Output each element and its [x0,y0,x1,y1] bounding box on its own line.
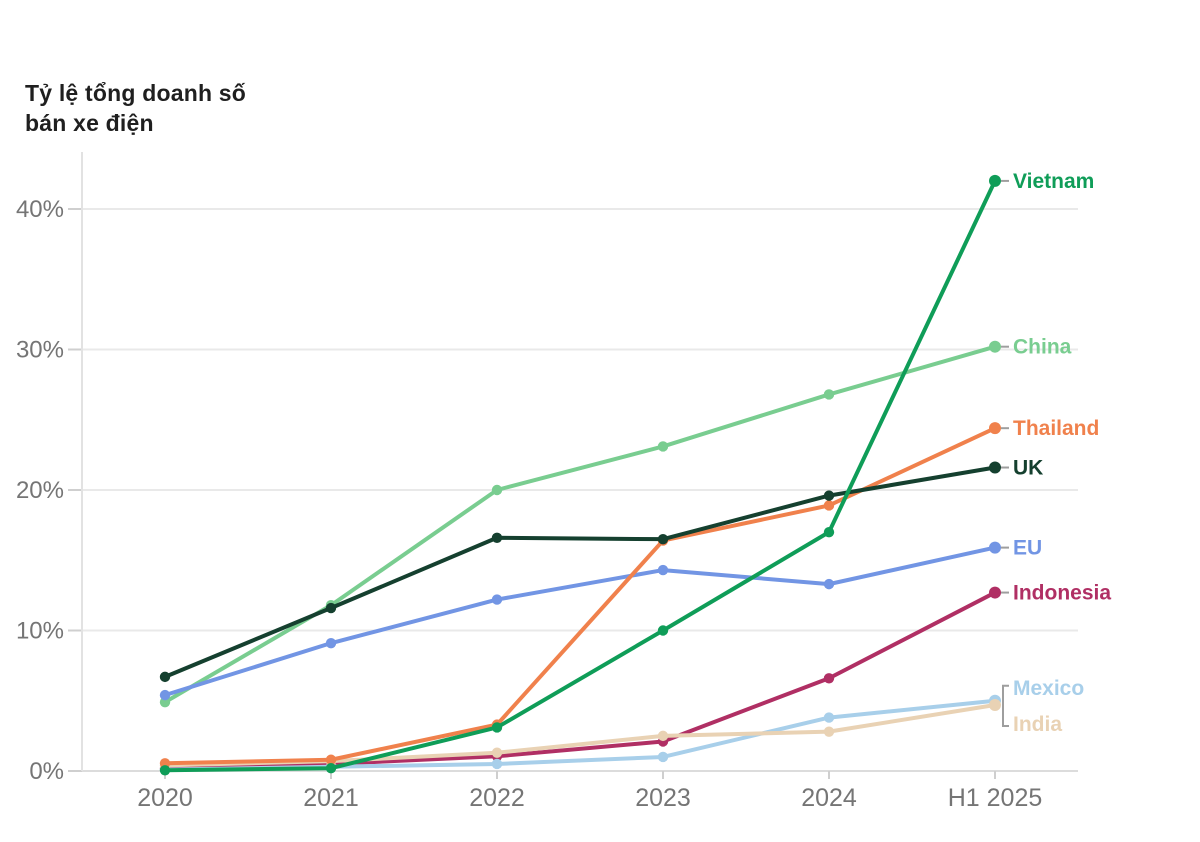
data-point-thailand [989,422,1001,435]
chart-title-line-2: bán xe điện [25,110,154,136]
label-bracket [1002,684,1009,727]
y-axis-label: 20% [16,477,64,504]
data-point-uk [989,461,1001,474]
y-axis-label: 30% [16,337,64,364]
data-point-china [989,340,1001,353]
data-point-india [989,698,1001,711]
data-point-china [491,484,503,496]
chart-title-line-1: Tỷ lệ tổng doanh số [25,80,247,106]
x-axis-label: 2022 [469,784,525,812]
data-point-china [657,441,669,452]
y-axis-label: 0% [29,758,64,785]
series-line-china [163,344,997,705]
series-label-thailand: Thailand [1013,417,1099,440]
data-point-eu [159,689,171,701]
series-label-india: India [1013,713,1062,736]
data-point-india [823,726,835,737]
data-point-thailand [823,500,835,511]
data-point-uk [159,671,171,683]
data-point-eu [657,564,669,576]
data-point-vietnam [989,174,1001,187]
data-point-mexico [657,751,669,763]
series-label-vietnam: Vietnam [1013,170,1094,193]
data-point-vietnam [325,762,337,774]
data-point-eu [989,541,1001,554]
data-point-eu [325,637,337,649]
data-point-indonesia [823,673,835,684]
y-axis-label: 40% [16,196,64,223]
chart-title: Tỷ lệ tổng doanh số bán xe điện [25,78,246,138]
data-point-china [823,389,835,400]
data-point-india [491,747,503,758]
data-point-uk [491,532,503,543]
series-label-mexico: Mexico [1013,677,1084,700]
data-point-uk [325,602,337,614]
x-axis-label: H1 2025 [948,784,1043,812]
y-axis-label: 10% [16,618,64,645]
data-point-uk [823,490,835,501]
x-axis-label: 2020 [137,784,193,812]
data-point-vietnam [823,526,835,538]
series-label-uk: UK [1013,457,1043,480]
series-line-indonesia [163,590,997,771]
data-point-india [657,730,669,742]
x-axis-label: 2024 [801,784,857,812]
series-label-eu: EU [1013,537,1042,560]
data-point-eu [823,578,835,590]
data-point-thailand [325,754,337,765]
data-point-mexico [491,758,503,770]
data-point-uk [657,533,669,545]
data-point-indonesia [989,586,1001,599]
data-point-vietnam [657,625,669,636]
x-axis-label: 2023 [635,784,691,812]
series-line-eu [163,545,997,698]
series-line-vietnam [163,178,997,773]
series-label-china: China [1013,336,1072,359]
x-axis-label: 2021 [303,784,359,812]
data-point-vietnam [491,722,503,733]
data-point-vietnam [159,765,171,776]
data-point-mexico [823,712,835,723]
data-point-eu [491,594,503,605]
series-label-indonesia: Indonesia [1013,582,1111,605]
series-line-uk [163,465,997,679]
